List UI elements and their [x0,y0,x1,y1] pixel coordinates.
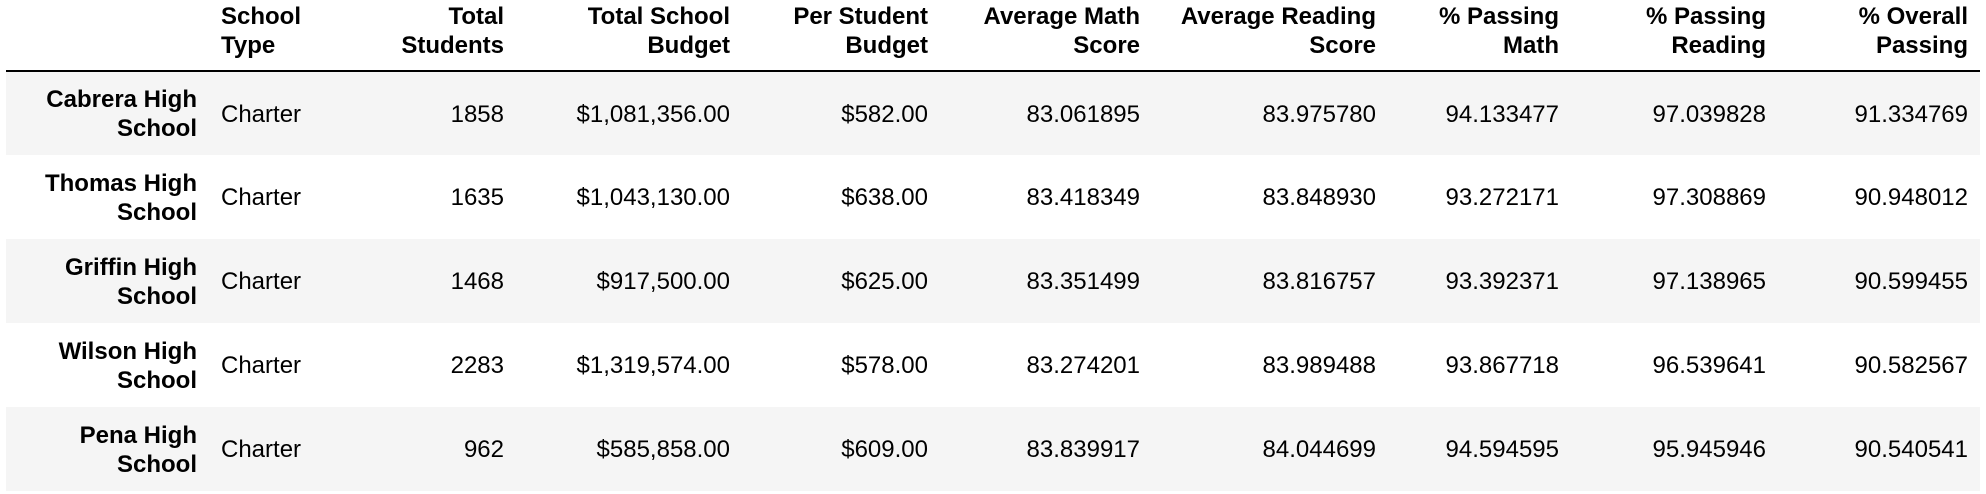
row-label-school-name: Griffin High School [65,253,197,310]
cell-total-budget: $1,043,130.00 [576,184,730,211]
cell-pct-reading: 97.308869 [1652,184,1766,211]
cell-avg-reading: 83.989488 [1262,352,1376,379]
row-label-school-name: Cabrera High School [46,86,197,142]
table-row: Cabrera High School Charter 1858 $1,081,… [6,71,1980,155]
cell-school-type: Charter [221,436,302,463]
table-row: Thomas High School Charter 1635 $1,043,1… [6,155,1980,239]
column-header-total-students: Total Students [357,0,516,72]
cell-school-type: Charter [221,184,302,211]
column-header-avg-math: Average Math Score [940,0,1152,72]
cell-pct-reading: 97.138965 [1652,268,1766,295]
cell-total-students: 2283 [450,352,504,379]
cell-pct-reading: 96.539641 [1652,352,1766,379]
cell-school-type: Charter [221,352,302,379]
cell-avg-reading: 83.816757 [1262,268,1376,295]
table-header: School Type Total Students Total School … [6,0,1980,72]
cell-pct-math: 93.272171 [1445,184,1559,211]
cell-total-budget: $1,319,574.00 [576,352,730,379]
cell-avg-reading: 83.975780 [1262,100,1376,128]
cell-pct-overall: 90.540541 [1854,436,1968,463]
column-header-avg-reading: Average Reading Score [1152,0,1388,72]
cell-avg-math: 83.839917 [1026,436,1140,463]
school-summary-table: School Type Total Students Total School … [6,0,1980,491]
column-header-total-budget: Total School Budget [516,0,742,72]
cell-total-budget: $585,858.00 [596,436,730,463]
cell-per-student-budget: $625.00 [841,268,928,295]
cell-avg-math: 83.061895 [1026,100,1140,128]
cell-pct-overall: 90.582567 [1854,352,1968,379]
column-header-per-student-budget: Per Student Budget [742,0,940,72]
cell-total-budget: $917,500.00 [596,268,730,295]
cell-avg-math: 83.274201 [1026,352,1140,379]
column-header-pct-reading: % Passing Reading [1571,0,1778,72]
column-header-pct-math: % Passing Math [1388,0,1571,72]
column-header-pct-overall: % Overall Passing [1778,0,1980,72]
cell-pct-math: 93.867718 [1445,352,1559,379]
cell-total-students: 1468 [450,268,504,295]
cell-pct-reading: 95.945946 [1652,436,1766,463]
column-header-school-type: School Type [209,0,357,72]
cell-pct-math: 94.594595 [1445,436,1559,463]
cell-pct-overall: 90.599455 [1854,268,1968,295]
cell-total-students: 1858 [450,100,504,128]
cell-per-student-budget: $638.00 [841,184,928,211]
cell-per-student-budget: $578.00 [841,352,928,379]
cell-total-students: 1635 [450,184,504,211]
cell-pct-overall: 90.948012 [1854,184,1968,211]
cell-per-student-budget: $609.00 [841,436,928,463]
cell-total-budget: $1,081,356.00 [576,100,730,128]
cell-school-type: Charter [221,268,302,295]
table-row: Wilson High School Charter 2283 $1,319,5… [6,323,1980,407]
table-body: Cabrera High School Charter 1858 $1,081,… [6,71,1980,491]
column-header-index [6,0,209,72]
cell-pct-math: 94.133477 [1445,100,1559,128]
cell-total-students: 962 [463,436,504,463]
row-label-school-name: Pena High School [79,421,197,478]
cell-avg-math: 83.351499 [1026,268,1140,295]
cell-pct-math: 93.392371 [1445,268,1559,295]
cell-avg-math: 83.418349 [1026,184,1140,211]
header-row: School Type Total Students Total School … [6,0,1980,72]
table-row: Griffin High School Charter 1468 $917,50… [6,239,1980,323]
cell-avg-reading: 83.848930 [1262,184,1376,211]
cell-pct-reading: 97.039828 [1652,100,1766,128]
cell-pct-overall: 91.334769 [1854,100,1968,128]
row-label-school-name: Thomas High School [44,169,197,226]
cell-school-type: Charter [221,100,302,128]
row-label-school-name: Wilson High School [58,337,197,394]
table-row: Pena High School Charter 962 $585,858.00… [6,407,1980,491]
cell-per-student-budget: $582.00 [841,100,928,128]
cell-avg-reading: 84.044699 [1262,436,1376,463]
